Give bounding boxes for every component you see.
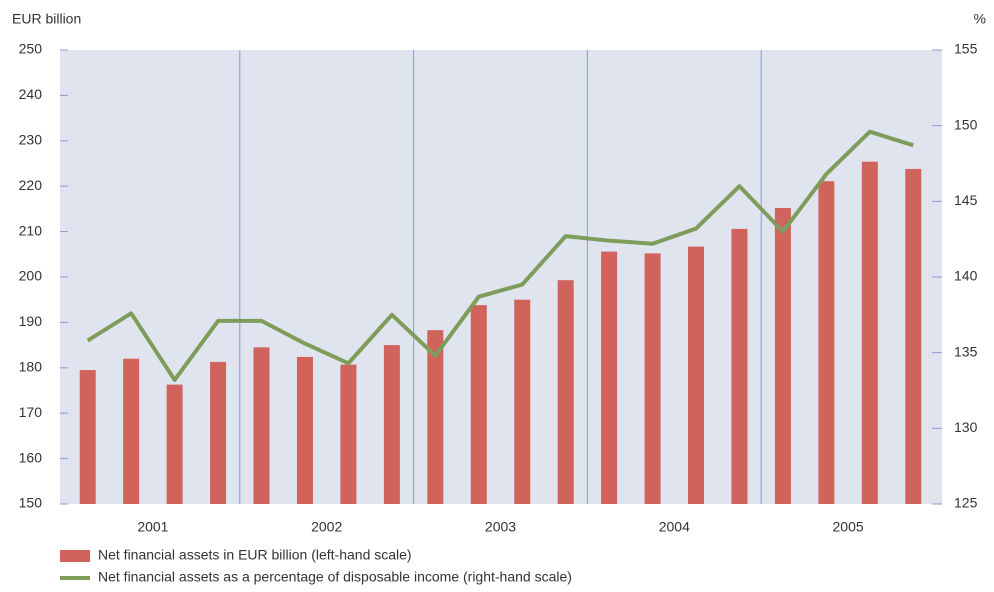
- y-tick-label: 180: [19, 359, 43, 375]
- legend-label: Net financial assets in EUR billion (lef…: [98, 547, 412, 563]
- bar: [774, 207, 791, 504]
- y-tick-label: 210: [19, 222, 43, 238]
- bar: [79, 370, 96, 504]
- legend-swatch: [60, 550, 90, 562]
- x-tick-label: 2002: [311, 519, 342, 535]
- bar: [166, 384, 183, 504]
- bar: [688, 246, 705, 504]
- bar: [296, 356, 313, 504]
- y-tick-label: 230: [19, 132, 43, 148]
- plot-area: [60, 50, 942, 504]
- bar: [514, 299, 531, 504]
- y-tick-label: 220: [19, 177, 43, 193]
- y2-tick-label: 135: [954, 343, 978, 359]
- bar: [731, 228, 748, 504]
- y2-tick-label: 125: [954, 495, 978, 511]
- x-tick-label: 2004: [659, 519, 690, 535]
- bar: [253, 347, 270, 504]
- bar: [905, 168, 922, 504]
- x-tick-label: 2003: [485, 519, 516, 535]
- legend-label: Net financial assets as a percentage of …: [98, 569, 572, 585]
- bar: [383, 345, 400, 504]
- y-tick-label: 190: [19, 313, 43, 329]
- y-tick-label: 170: [19, 404, 43, 420]
- bar: [123, 358, 140, 504]
- bar: [861, 161, 878, 504]
- bar: [427, 330, 444, 504]
- y-tick-label: 200: [19, 268, 43, 284]
- line: [86, 129, 914, 382]
- y2-tick-label: 145: [954, 192, 978, 208]
- bar: [470, 305, 487, 504]
- bar: [644, 253, 661, 504]
- y-tick-label: 160: [19, 449, 43, 465]
- x-tick-label: 2005: [833, 519, 864, 535]
- y-tick-label: 250: [19, 41, 43, 57]
- bar: [601, 251, 618, 504]
- bar: [818, 181, 835, 504]
- bar: [340, 364, 357, 504]
- bar: [557, 280, 574, 504]
- y2-axis-label: %: [974, 11, 986, 27]
- x-tick-label: 2001: [137, 519, 168, 535]
- y-tick-label: 150: [19, 495, 43, 511]
- y-axis-label: EUR billion: [12, 11, 81, 27]
- y2-tick-label: 140: [954, 268, 978, 284]
- bar: [210, 361, 227, 504]
- y2-tick-label: 155: [954, 41, 978, 57]
- y-tick-label: 240: [19, 86, 43, 102]
- y2-tick-label: 150: [954, 116, 978, 132]
- y2-tick-label: 130: [954, 419, 978, 435]
